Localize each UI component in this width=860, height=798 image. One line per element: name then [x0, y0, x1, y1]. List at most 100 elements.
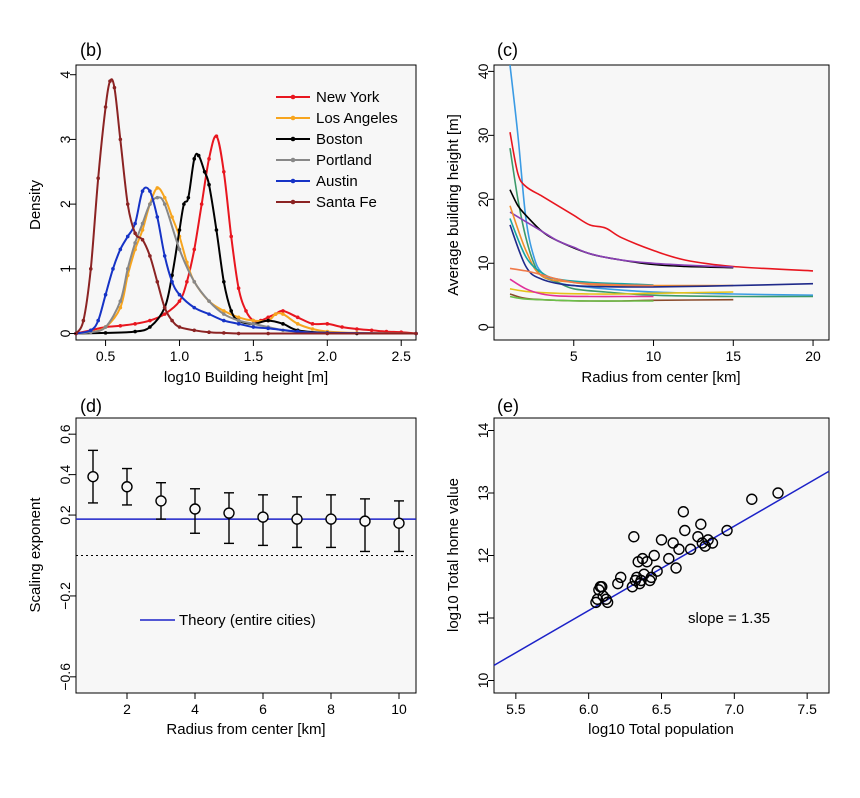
series-point	[192, 247, 197, 252]
series-point	[170, 279, 174, 284]
series-point	[222, 312, 226, 316]
panel-d-xlabel: Radius from center [km]	[166, 721, 325, 738]
panel-c-xtick-label: 20	[805, 348, 821, 364]
panel-c-xtick-label: 10	[646, 348, 662, 364]
series-point	[182, 202, 186, 206]
panel-e-ytick-label: 13	[475, 485, 491, 501]
panel-d-ylabel: Scaling exponent	[27, 497, 44, 613]
data-point	[667, 537, 679, 549]
series-point	[162, 202, 167, 206]
panel-c-label: (c)	[497, 40, 518, 60]
series-line-c-magenta	[509, 278, 654, 298]
panel-b-xtick-label: 1.0	[170, 348, 190, 364]
series-point	[214, 228, 219, 232]
series-point	[186, 195, 191, 200]
series-point	[140, 228, 145, 232]
data-point	[635, 574, 647, 587]
panel-d-ytick-label: −0.6	[57, 663, 73, 691]
data-point	[670, 562, 682, 574]
series-point	[133, 221, 137, 226]
series-point	[222, 309, 226, 313]
panel-c-ylabel: Average building height [m]	[445, 114, 462, 296]
data-point	[155, 495, 167, 507]
series-point	[148, 202, 152, 206]
series-point	[81, 318, 86, 323]
panel-e-slope-annotation: slope = 1.35	[688, 610, 770, 627]
series-point	[170, 318, 174, 323]
series-point	[222, 169, 226, 174]
series-point	[103, 331, 108, 335]
data-point	[636, 552, 649, 565]
legend-marker	[290, 157, 296, 163]
legend-marker	[290, 199, 296, 205]
series-point	[133, 322, 137, 326]
panel-e-xtick-label: 5.5	[506, 701, 526, 717]
panel-d-xtick-label: 10	[391, 701, 407, 717]
series-point	[229, 309, 234, 313]
series-point	[111, 267, 115, 271]
panel-e: 5.5 6.0 6.5 7.0 7.5 10 11 12 13 14 (e) log10 Tota…	[445, 396, 830, 738]
series-point	[207, 157, 211, 161]
data-point	[359, 515, 371, 527]
panel-d-label: (d)	[80, 396, 102, 416]
series-point	[108, 79, 112, 83]
data-point	[695, 518, 707, 530]
series-point	[199, 202, 204, 206]
series-point	[177, 299, 182, 303]
series-point	[177, 247, 182, 252]
panel-d-xtick-label: 2	[123, 701, 131, 717]
series-point	[196, 153, 201, 158]
series-point	[192, 305, 197, 310]
panel-b-xtick-label: 2.5	[391, 348, 411, 364]
panel-d-xtick-label: 8	[327, 701, 335, 717]
legend-label: Boston	[316, 131, 363, 148]
series-line-c-lime	[509, 295, 654, 302]
panel-e-xtick-label: 7.5	[797, 701, 817, 717]
series-point	[310, 327, 315, 331]
panel-d-legend-label: Theory (entire cities)	[179, 612, 316, 629]
series-point	[244, 309, 248, 313]
data-point	[612, 577, 624, 590]
panel-d-ytick-label: −0.2	[57, 582, 73, 610]
data-point	[223, 507, 235, 519]
series-point	[125, 234, 130, 239]
series-point	[96, 176, 100, 181]
series-point	[177, 292, 182, 297]
series-point	[355, 327, 359, 331]
legend-label: Portland	[316, 152, 372, 169]
data-point	[772, 487, 784, 499]
panel-b: 0.5 1.0 1.5 2.0 2.5 0 1 2 3 4 (b) log10 Building …	[27, 40, 418, 386]
series-point	[133, 329, 137, 334]
data-point	[189, 503, 201, 515]
data-point	[626, 581, 639, 593]
legend-label: New York	[316, 89, 380, 106]
data-point	[648, 549, 660, 562]
data-point	[655, 534, 668, 546]
data-point	[393, 517, 405, 529]
series-point	[148, 189, 152, 193]
panel-c-xtick-label: 15	[725, 348, 741, 364]
series-point	[214, 134, 219, 138]
series-point	[118, 305, 123, 310]
panel-e-plot-area	[493, 417, 830, 694]
series-point	[340, 325, 344, 329]
panel-e-ylabel: log10 Total home value	[445, 478, 462, 632]
series-point	[155, 215, 160, 219]
series-point	[236, 315, 241, 320]
panel-e-ytick-label: 11	[475, 611, 491, 626]
panel-c-ytick-label: 0	[475, 323, 491, 331]
data-point	[628, 531, 640, 543]
series-point	[229, 234, 234, 239]
panel-b-xtick-label: 2.0	[318, 348, 338, 364]
series-point	[88, 328, 93, 333]
panel-b-xtick-label: 1.5	[244, 348, 264, 364]
series-point	[281, 312, 285, 316]
legend-marker	[290, 115, 296, 121]
series-point	[96, 318, 100, 323]
series-point	[192, 328, 197, 333]
panel-e-xtick-label: 6.5	[652, 701, 672, 717]
series-point	[266, 326, 270, 331]
data-point	[291, 513, 303, 525]
data-point	[325, 513, 337, 525]
panel-c-xtick-label: 5	[570, 348, 578, 364]
